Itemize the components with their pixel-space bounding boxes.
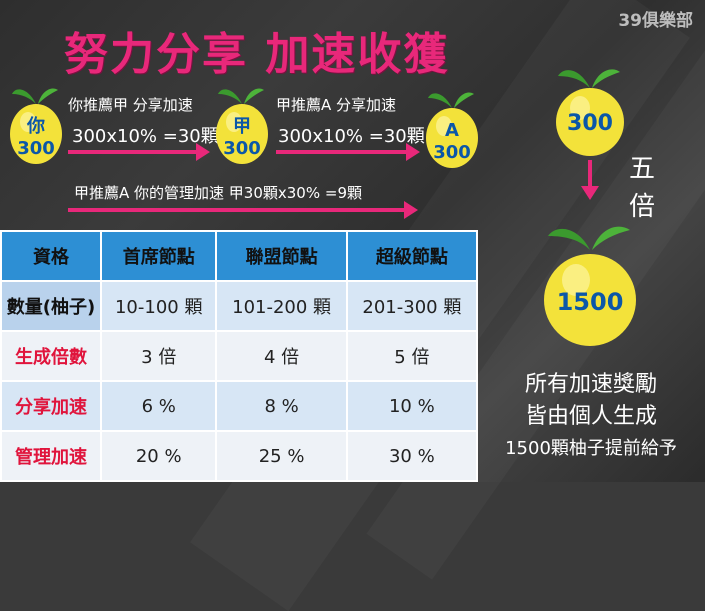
pomelo-icon-1500: 1500	[544, 226, 636, 346]
table-row: 管理加速 20 % 25 % 30 %	[0, 430, 479, 482]
fruit-you-top: 你	[26, 115, 45, 137]
table-cell: 201-300 顆	[345, 280, 479, 332]
note-line-3: 1500顆柚子提前給予	[505, 438, 677, 459]
step3-label: 甲推薦A 你的管理加速 甲30顆x30% =9顆	[74, 184, 362, 202]
note-line-1: 所有加速獎勵	[524, 372, 657, 397]
table-cell: 5 倍	[345, 330, 479, 382]
fruit-big-value: 1500	[557, 288, 624, 316]
table-cell: 6 %	[99, 380, 218, 432]
table-cell: 30 %	[345, 430, 479, 482]
pomelo-icon-you: 你 300	[10, 88, 62, 164]
node-table: 資格 首席節點 聯盟節點 超級節點 數量(柚子) 10-100 顆 101-20…	[0, 230, 479, 482]
fruit-a-bottom: 300	[433, 142, 471, 163]
table-cell: 4 倍	[215, 330, 348, 382]
table-header: 資格	[0, 230, 102, 282]
table-row: 數量(柚子) 10-100 顆 101-200 顆 201-300 顆	[0, 280, 479, 332]
step2-label: 甲推薦A 分享加速	[276, 96, 397, 114]
table-cell: 10 %	[345, 380, 479, 432]
fruit-a-top: A	[445, 120, 459, 141]
table-cell: 10-100 顆	[99, 280, 218, 332]
brand-logo: 39俱樂部	[618, 11, 693, 31]
table-header: 聯盟節點	[215, 230, 348, 282]
table-header: 首席節點	[99, 230, 218, 282]
table-cell: 25 %	[215, 430, 348, 482]
pomelo-icon-jia: 甲 300	[216, 88, 268, 164]
arrow-step3	[68, 201, 418, 219]
step1-label: 你推薦甲 分享加速	[68, 96, 193, 114]
note-line-2: 皆由個人生成	[524, 404, 657, 429]
table-cell: 3 倍	[99, 330, 218, 382]
multiplier-char-1: 五	[628, 154, 655, 184]
arrow-step1	[68, 143, 210, 161]
multiplier-char-2: 倍	[628, 192, 655, 222]
row-label: 數量(柚子)	[0, 280, 102, 332]
row-label: 分享加速	[0, 380, 102, 432]
table-row: 生成倍數 3 倍 4 倍 5 倍	[0, 330, 479, 382]
row-label: 生成倍數	[0, 330, 102, 382]
step2-calc: 300x10% =30顆	[278, 126, 425, 147]
table-header: 超級節點	[345, 230, 479, 282]
table-header-row: 資格 首席節點 聯盟節點 超級節點	[0, 230, 479, 282]
arrow-step2	[276, 143, 420, 161]
fruit-jia-top: 甲	[233, 116, 251, 137]
fruit-small-value: 300	[567, 111, 613, 136]
fruit-you-bottom: 300	[17, 138, 55, 159]
pomelo-icon-a: A 300	[426, 92, 478, 168]
fruit-jia-bottom: 300	[223, 138, 261, 159]
table-cell: 8 %	[215, 380, 348, 432]
table-row: 分享加速 6 % 8 % 10 %	[0, 380, 479, 432]
arrow-down	[581, 160, 599, 200]
multiplier-text: 五 倍	[624, 150, 660, 226]
table-cell: 20 %	[99, 430, 218, 482]
pomelo-icon-300: 300	[556, 69, 624, 156]
step1-calc: 300x10% =30顆	[72, 126, 219, 147]
table-cell: 101-200 顆	[215, 280, 348, 332]
page-title: 努力分享 加速收獲	[64, 29, 450, 80]
row-label: 管理加速	[0, 430, 102, 482]
